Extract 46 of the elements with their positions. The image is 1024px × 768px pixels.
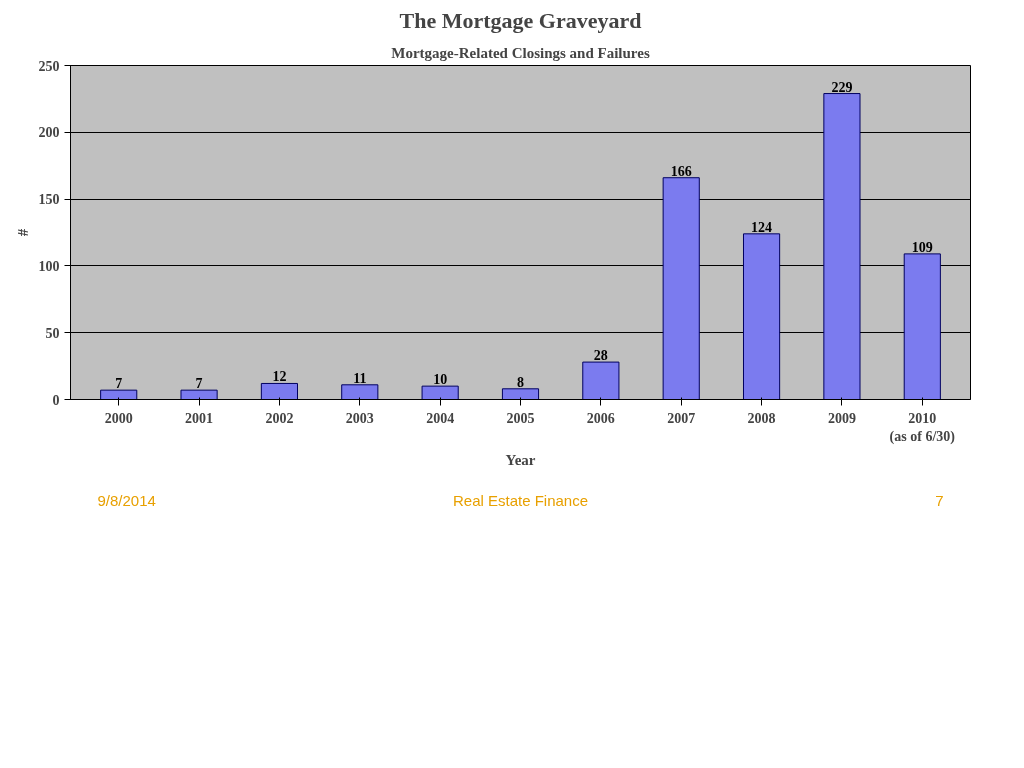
data-label: 12 — [272, 369, 287, 385]
data-label: 166 — [670, 163, 692, 179]
data-label: 229 — [831, 79, 853, 95]
data-label: 7 — [115, 376, 123, 392]
data-label: 11 — [353, 370, 367, 386]
y-tick-label: 150 — [38, 192, 60, 208]
x-tick-label: 2001 — [185, 410, 214, 426]
x-tick-label: 2009 — [827, 410, 856, 426]
x-tick-label: 2005 — [506, 410, 535, 426]
x-tick-label: 2008 — [747, 410, 776, 426]
bar — [742, 233, 781, 400]
y-tick-label: 250 — [38, 58, 60, 74]
bar — [582, 361, 620, 400]
y-axis-title: # — [14, 228, 31, 237]
y-tick-label: 50 — [45, 325, 60, 341]
text: Real Estate Finance — [452, 492, 589, 509]
x-tick-label: 2007 — [667, 410, 696, 426]
bar — [341, 384, 379, 400]
bar — [260, 382, 299, 400]
x-tick-label: 2004 — [426, 410, 455, 426]
data-label: 8 — [517, 374, 524, 390]
text: 7 — [935, 491, 944, 509]
bar — [421, 385, 459, 400]
x-tick-label: 2006 — [586, 410, 615, 426]
bar — [823, 93, 861, 400]
y-tick-label: 200 — [38, 125, 60, 141]
bar — [903, 253, 941, 400]
x-tick-label: 2003 — [345, 410, 374, 426]
x-tick-label: 2000 — [104, 410, 133, 426]
y-tick-label: 0 — [52, 392, 60, 408]
bar — [501, 388, 540, 400]
data-label: 10 — [433, 372, 448, 388]
bar — [662, 177, 700, 400]
text: 9/8/2014 — [97, 492, 156, 509]
x-axis-title: Year — [505, 451, 536, 468]
data-label: 7 — [195, 376, 203, 392]
y-tick-label: 100 — [38, 258, 60, 274]
data-label: 109 — [911, 239, 933, 255]
chart-subtitle: Mortgage-Related Closings and Failures — [391, 44, 650, 61]
chart-title: The Mortgage Graveyard — [399, 7, 642, 33]
data-label: 28 — [593, 348, 608, 364]
bar — [100, 389, 138, 400]
data-label: 124 — [751, 219, 773, 235]
x-tick-label: 2002 — [265, 410, 294, 426]
bar — [180, 389, 218, 400]
x-tick-label: 2010 (as of 6/30) — [889, 410, 956, 445]
